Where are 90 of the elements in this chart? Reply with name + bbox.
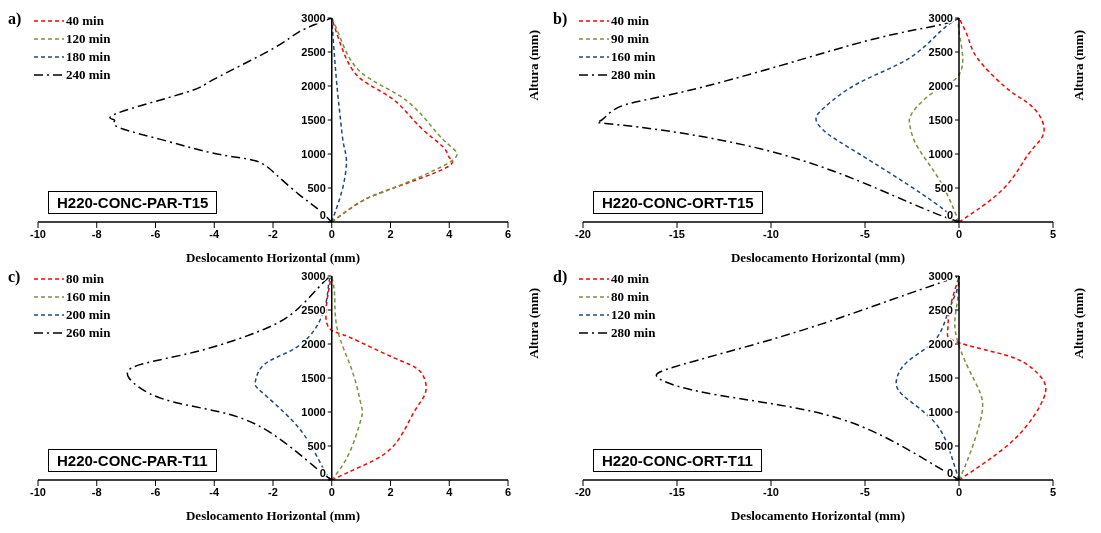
y-tick-label: 2500 — [301, 303, 326, 316]
x-tick-label: -20 — [575, 227, 591, 240]
y-tick-label: 3000 — [301, 11, 326, 24]
x-tick-label: -5 — [860, 227, 870, 240]
y-tick-label: 1500 — [301, 371, 326, 384]
legend-label: 280 min — [611, 67, 656, 83]
x-axis-title: Deslocamento Horizontal (mm) — [185, 508, 361, 523]
x-tick-label: 2 — [387, 227, 394, 240]
x-axis-title: Deslocamento Horizontal (mm) — [185, 250, 361, 265]
legend-label: 80 min — [66, 271, 104, 287]
y-tick-label: 2000 — [301, 79, 326, 92]
x-tick-label: 0 — [328, 485, 335, 498]
x-tick-label: -8 — [91, 485, 102, 498]
legend-label: 260 min — [66, 325, 111, 341]
x-tick-label: 2 — [387, 485, 394, 498]
x-tick-label: -20 — [575, 485, 591, 498]
y-tick-label: 500 — [934, 181, 953, 194]
x-tick-label: -15 — [669, 485, 685, 498]
x-tick-label: -10 — [763, 227, 779, 240]
legend-label: 240 min — [66, 67, 111, 83]
annotation: H220-CONC-ORT-T15 — [593, 191, 763, 214]
annotation: H220-CONC-PAR-T11 — [48, 449, 217, 472]
y-tick-label: 500 — [307, 439, 326, 452]
annotation: H220-CONC-ORT-T11 — [593, 449, 762, 472]
y-tick-label: 1500 — [928, 371, 953, 384]
x-tick-label: -4 — [209, 485, 221, 498]
legend-label: 280 min — [611, 325, 656, 341]
y-tick-label: 500 — [934, 439, 953, 452]
legend-label: 180 min — [66, 49, 111, 65]
y-tick-label: 3000 — [928, 11, 953, 24]
y-axis-title: Altura (mm) — [526, 30, 542, 101]
legend-label: 120 min — [611, 307, 656, 323]
y-tick-label: 3000 — [928, 269, 953, 282]
legend-label: 80 min — [611, 289, 649, 305]
y-tick-label: 0 — [946, 208, 953, 221]
y-tick-label: 2000 — [928, 337, 953, 350]
y-axis-title: Altura (mm) — [526, 288, 542, 359]
chart-title: d) — [553, 268, 568, 286]
x-tick-label: 0 — [955, 485, 963, 498]
y-tick-label: 2000 — [928, 79, 953, 92]
x-axis-title: Deslocamento Horizontal (mm) — [730, 250, 906, 265]
x-tick-label: -6 — [150, 227, 161, 240]
y-axis-title: Altura (mm) — [1071, 30, 1087, 101]
x-tick-label: -10 — [30, 485, 46, 498]
x-tick-label: -8 — [91, 227, 102, 240]
x-tick-label: -15 — [669, 227, 685, 240]
x-tick-label: 0 — [328, 227, 335, 240]
chart-title: c) — [8, 268, 21, 286]
legend-label: 90 min — [611, 31, 649, 47]
y-tick-label: 1000 — [928, 405, 953, 418]
legend-label: 40 min — [611, 13, 649, 29]
x-tick-label: -4 — [209, 227, 221, 240]
x-tick-label: 5 — [1049, 227, 1057, 240]
x-tick-label: 4 — [446, 485, 454, 498]
y-tick-label: 2500 — [928, 303, 953, 316]
y-axis-title: Altura (mm) — [1071, 288, 1087, 359]
y-tick-label: 2500 — [301, 45, 326, 58]
x-tick-label: -10 — [30, 227, 46, 240]
legend-label: 200 min — [66, 307, 111, 323]
y-tick-label: 1500 — [928, 113, 953, 126]
legend-label: 40 min — [611, 271, 649, 287]
y-tick-label: 1500 — [301, 113, 326, 126]
y-tick-label: 0 — [319, 466, 326, 479]
x-tick-label: -2 — [268, 227, 278, 240]
x-tick-label: -6 — [150, 485, 161, 498]
x-tick-label: -10 — [763, 485, 779, 498]
y-tick-label: 1000 — [301, 405, 326, 418]
y-tick-label: 3000 — [301, 269, 326, 282]
legend-label: 120 min — [66, 31, 111, 47]
y-tick-label: 1000 — [301, 147, 326, 160]
x-axis-title: Deslocamento Horizontal (mm) — [730, 508, 906, 523]
x-tick-label: -2 — [268, 485, 278, 498]
x-tick-label: -5 — [860, 485, 870, 498]
x-tick-label: 0 — [955, 227, 963, 240]
y-tick-label: 0 — [946, 466, 953, 479]
legend-label: 160 min — [611, 49, 656, 65]
legend-label: 160 min — [66, 289, 111, 305]
y-tick-label: 2000 — [301, 337, 326, 350]
chart-title: b) — [553, 10, 568, 28]
y-tick-label: 1000 — [928, 147, 953, 160]
chart-title: a) — [8, 10, 22, 28]
x-tick-label: 4 — [446, 227, 454, 240]
y-tick-label: 500 — [307, 181, 326, 194]
y-tick-label: 2500 — [928, 45, 953, 58]
x-tick-label: 6 — [504, 485, 512, 498]
x-tick-label: 5 — [1049, 485, 1057, 498]
annotation: H220-CONC-PAR-T15 — [48, 191, 218, 214]
y-tick-label: 0 — [319, 208, 326, 221]
legend-label: 40 min — [66, 13, 104, 29]
x-tick-label: 6 — [504, 227, 512, 240]
